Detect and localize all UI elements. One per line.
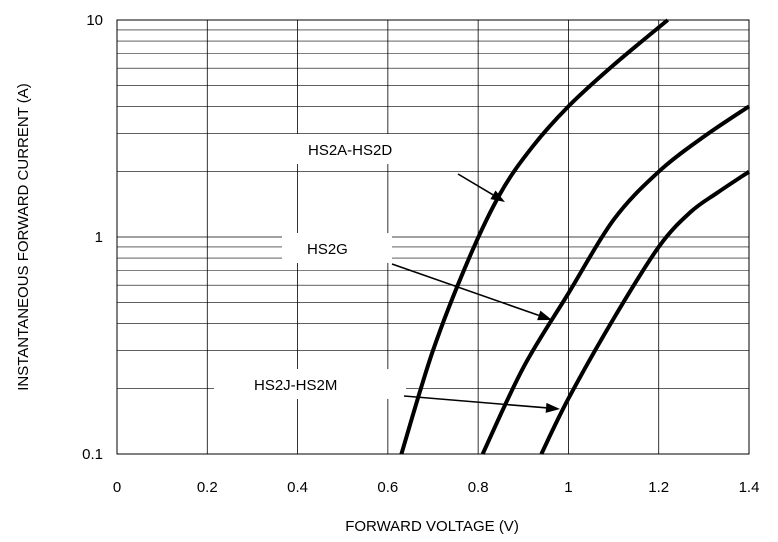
x-tick-label: 1 bbox=[564, 479, 572, 496]
x-tick-label: 0.2 bbox=[197, 479, 218, 496]
annotation-bg bbox=[214, 369, 406, 399]
series-curve-2 bbox=[480, 104, 751, 455]
annotation-label: HS2J-HS2M bbox=[254, 377, 337, 394]
grid bbox=[117, 20, 749, 454]
annotation-arrow-line bbox=[391, 263, 540, 317]
x-axis-label: FORWARD VOLTAGE (V) bbox=[345, 518, 519, 535]
annotation-arrowhead bbox=[490, 190, 505, 202]
annotations: HS2A-HS2D HS2G HS2J-HS2M bbox=[214, 134, 560, 413]
x-tick-label: 1.2 bbox=[648, 479, 669, 496]
y-tick-label: 10 bbox=[86, 12, 103, 29]
plot-frame bbox=[116, 19, 750, 455]
annotation-bg bbox=[280, 134, 442, 164]
y-tick-labels: 0.1 1 10 bbox=[82, 12, 103, 463]
annotation-label: HS2A-HS2D bbox=[308, 142, 392, 159]
curves bbox=[399, 18, 751, 455]
annotation-label: HS2G bbox=[307, 241, 348, 258]
series-curve-1 bbox=[399, 18, 670, 455]
annotation-bg bbox=[282, 233, 392, 263]
annotation-arrowhead bbox=[537, 310, 552, 321]
annotation-arrowhead bbox=[545, 402, 560, 413]
annotation-arrow-line bbox=[403, 395, 547, 409]
x-tick-label: 0.8 bbox=[468, 479, 489, 496]
x-tick-label: 0 bbox=[113, 479, 121, 496]
y-tick-label: 1 bbox=[95, 229, 103, 246]
y-tick-label: 0.1 bbox=[82, 446, 103, 463]
x-tick-label: 0.6 bbox=[377, 479, 398, 496]
series-curve-3 bbox=[539, 170, 751, 455]
x-tick-labels: 0 0.2 0.4 0.6 0.8 1 1.2 1.4 bbox=[113, 479, 760, 496]
x-tick-label: 1.4 bbox=[739, 479, 760, 496]
x-tick-label: 0.4 bbox=[287, 479, 308, 496]
y-axis-label: INSTANTANEOUS FORWARD CURRENT (A) bbox=[15, 83, 32, 391]
annotation-arrow-line bbox=[457, 173, 494, 196]
